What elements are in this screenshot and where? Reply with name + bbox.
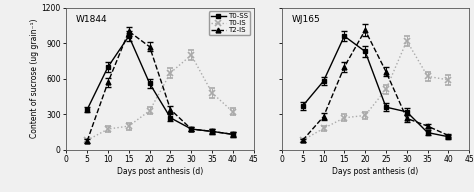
X-axis label: Days post anthesis (d): Days post anthesis (d) [332, 167, 419, 176]
Text: W1844: W1844 [76, 15, 107, 24]
Text: WJ165: WJ165 [291, 15, 320, 24]
X-axis label: Days post anthesis (d): Days post anthesis (d) [117, 167, 203, 176]
Legend: T0-SS, T0-IS, T2-IS: T0-SS, T0-IS, T2-IS [209, 11, 250, 35]
Y-axis label: Content of sucrose (ug grain⁻¹): Content of sucrose (ug grain⁻¹) [30, 19, 39, 138]
